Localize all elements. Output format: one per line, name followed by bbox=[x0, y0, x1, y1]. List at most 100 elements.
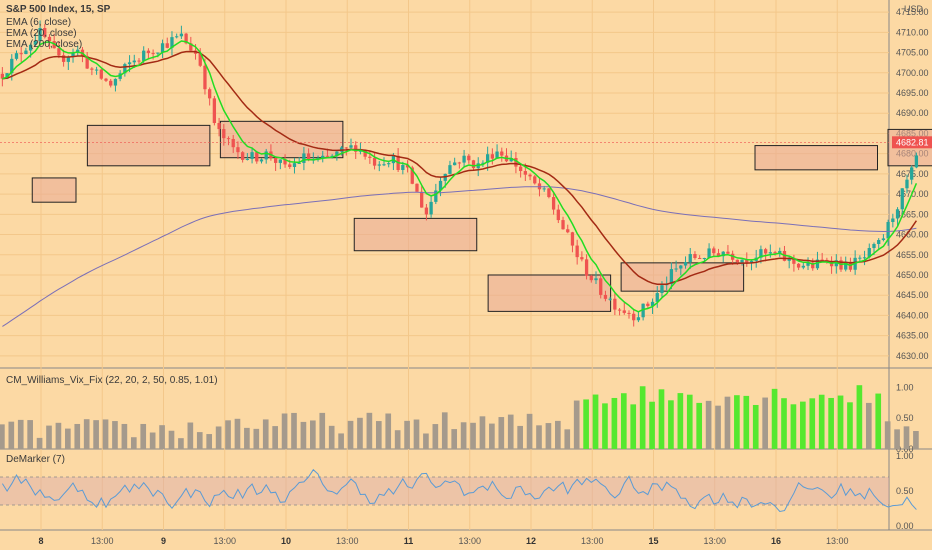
wvf-bar bbox=[262, 419, 269, 449]
candle-body bbox=[495, 151, 499, 159]
last-price-text: 4682.81 bbox=[896, 137, 929, 147]
candle-body bbox=[566, 229, 570, 233]
candle-body bbox=[90, 68, 94, 70]
time-tick-label: 11 bbox=[404, 536, 414, 546]
candle-body bbox=[763, 249, 768, 254]
candle-body bbox=[768, 252, 772, 254]
wvf-bar bbox=[149, 432, 156, 449]
candle-body bbox=[330, 155, 334, 157]
candle-body bbox=[688, 254, 692, 263]
candle-body bbox=[208, 89, 212, 99]
wvf-bar bbox=[253, 428, 260, 449]
wvf-bar bbox=[583, 399, 589, 449]
wvf-bar bbox=[27, 420, 33, 449]
candle-body bbox=[255, 152, 259, 162]
candle-body bbox=[858, 257, 862, 259]
wvf-bar bbox=[281, 413, 288, 449]
candle-body bbox=[467, 155, 471, 161]
wvf-bar bbox=[470, 422, 476, 449]
candle-body bbox=[434, 190, 438, 202]
wvf-bar bbox=[112, 421, 118, 449]
candle-body bbox=[570, 232, 575, 246]
wvf-bar bbox=[244, 427, 250, 449]
candle-body bbox=[123, 64, 127, 74]
supply-demand-box bbox=[31, 177, 77, 203]
price-tick-label: 4665.00 bbox=[896, 209, 929, 219]
wvf-bar bbox=[790, 404, 797, 449]
candle-body bbox=[142, 50, 146, 61]
candle-body bbox=[372, 157, 377, 166]
wvf-tick-label: 1.00 bbox=[896, 382, 914, 392]
wvf-bar bbox=[234, 418, 241, 449]
price-tick-label: 4640.00 bbox=[896, 310, 929, 320]
candle-body bbox=[415, 183, 419, 192]
candle-body bbox=[674, 268, 678, 270]
candle-body bbox=[646, 303, 650, 306]
candle-body bbox=[622, 310, 626, 313]
candle-body bbox=[914, 155, 919, 168]
candle-body bbox=[401, 165, 405, 170]
wvf-bar bbox=[140, 423, 147, 449]
candle-body bbox=[862, 257, 867, 259]
wvf-bar bbox=[743, 395, 750, 449]
wvf-bar bbox=[781, 398, 787, 449]
candle-body bbox=[61, 55, 66, 62]
wvf-bar bbox=[668, 400, 674, 449]
price-tick-label: 4655.00 bbox=[896, 250, 929, 260]
candle-body bbox=[575, 245, 579, 258]
wvf-bar bbox=[818, 394, 825, 449]
wvf-tick-label: 0.50 bbox=[896, 413, 914, 423]
legend-ema20: EMA (20, close) bbox=[6, 28, 77, 39]
supply-demand-box bbox=[353, 217, 478, 252]
wvf-bar bbox=[875, 393, 882, 449]
wvf-bar bbox=[517, 425, 523, 449]
candle-body bbox=[745, 259, 749, 263]
candle-body bbox=[325, 155, 330, 157]
candle-body bbox=[24, 50, 28, 55]
candle-body bbox=[189, 43, 193, 51]
price-tick-label: 4705.00 bbox=[896, 48, 929, 58]
wvf-bar bbox=[310, 420, 316, 449]
candle-body bbox=[288, 164, 292, 167]
candle-body bbox=[778, 250, 782, 253]
candle-body bbox=[735, 259, 740, 263]
candle-body bbox=[589, 275, 593, 281]
candle-body bbox=[820, 259, 824, 261]
candle-body bbox=[485, 154, 490, 163]
ema20-line bbox=[2, 50, 918, 286]
candle-body bbox=[10, 58, 14, 74]
candle-body bbox=[787, 257, 791, 261]
time-tick-label: 13:00 bbox=[336, 536, 359, 546]
wvf-bar bbox=[686, 394, 693, 449]
price-tick-label: 4690.00 bbox=[896, 108, 929, 118]
wvf-bar bbox=[856, 385, 863, 449]
candle-body bbox=[212, 98, 217, 124]
demarker-tick-label: 0.00 bbox=[896, 521, 914, 531]
candle-body bbox=[132, 60, 136, 63]
wvf-bar bbox=[291, 412, 297, 449]
candle-body bbox=[500, 151, 504, 156]
wvf-bar bbox=[272, 426, 278, 449]
candle-body bbox=[650, 301, 655, 306]
candle-body bbox=[19, 53, 23, 55]
price-tick-label: 4630.00 bbox=[896, 351, 929, 361]
candle-body bbox=[693, 254, 697, 258]
candle-body bbox=[240, 152, 245, 160]
candle-body bbox=[273, 157, 278, 163]
candle-body bbox=[99, 69, 103, 79]
wvf-bar bbox=[206, 434, 213, 449]
candle-body bbox=[584, 259, 589, 276]
candle-body bbox=[905, 179, 909, 189]
time-tick-label: 12 bbox=[526, 536, 536, 546]
time-tick-label: 13:00 bbox=[581, 536, 604, 546]
candle-body bbox=[363, 149, 367, 157]
candle-body bbox=[5, 73, 9, 79]
wvf-bar bbox=[300, 421, 307, 449]
candle-body bbox=[429, 201, 433, 215]
candle-body bbox=[834, 260, 838, 267]
wvf-bar bbox=[404, 420, 410, 449]
demarker-tick-label: 0.50 bbox=[896, 486, 914, 496]
candle-body bbox=[250, 152, 254, 159]
candle-body bbox=[533, 176, 537, 184]
wvf-bar bbox=[762, 397, 768, 449]
